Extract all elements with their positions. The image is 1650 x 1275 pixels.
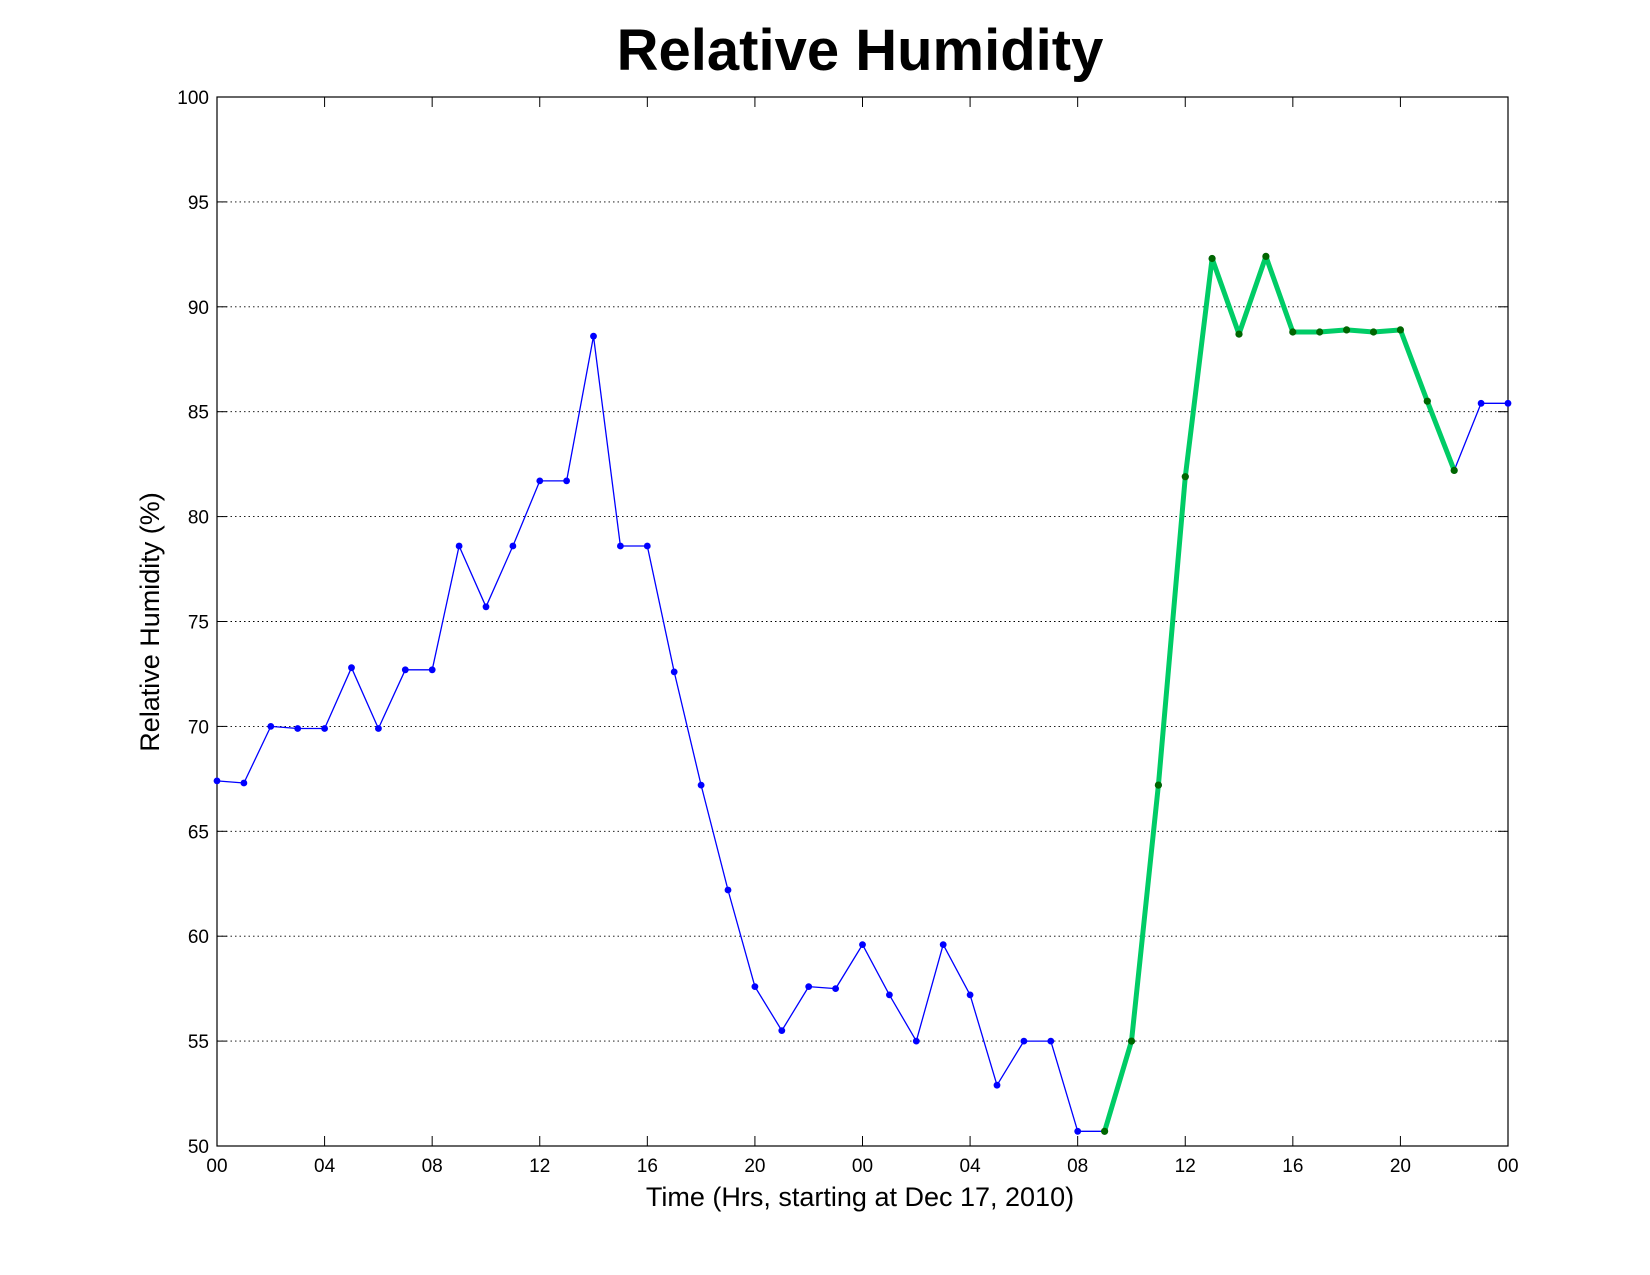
- gridlines: [217, 201, 1508, 1042]
- data-point: [993, 1081, 1001, 1089]
- series-line-1: [216, 255, 1509, 1132]
- data-point: [401, 666, 409, 674]
- data-point: [1235, 330, 1243, 338]
- data-point: [1047, 1037, 1055, 1045]
- data-point: [939, 941, 947, 948]
- data-point: [240, 779, 248, 787]
- data-point: [1477, 399, 1485, 407]
- data-point: [751, 983, 759, 990]
- data-point: [617, 542, 624, 550]
- data-point: [1450, 466, 1458, 474]
- data-point: [966, 991, 974, 999]
- y-axis-label: Relative Humidity (%): [135, 492, 165, 752]
- x-tick-label: 16: [637, 1156, 658, 1177]
- y-tick-label: 50: [188, 1137, 209, 1158]
- data-point: [886, 991, 893, 999]
- x-tick-label: 00: [852, 1156, 873, 1177]
- y-tick-label: 75: [188, 613, 209, 634]
- data-point: [563, 477, 570, 485]
- data-point: [348, 664, 355, 672]
- y-tick-label: 100: [177, 88, 209, 109]
- y-tick-label: 95: [188, 193, 209, 214]
- data-point: [482, 603, 490, 611]
- x-tick-label: 04: [314, 1156, 336, 1177]
- chart-title: Relative Humidity: [617, 18, 1104, 83]
- data-point: [428, 666, 436, 674]
- data-point: [509, 542, 517, 550]
- data-point: [1369, 328, 1378, 336]
- y-tick-label: 55: [188, 1032, 209, 1053]
- data-point: [375, 725, 382, 732]
- data-point: [859, 941, 866, 948]
- x-axis-label: Time (Hrs, starting at Dec 17, 2010): [646, 1182, 1074, 1212]
- data-point: [455, 542, 463, 550]
- x-tick-label: 00: [206, 1156, 227, 1177]
- data-point: [832, 985, 839, 992]
- data-point: [1181, 473, 1189, 481]
- data-point: [321, 725, 328, 732]
- x-tick-label: 20: [744, 1156, 765, 1177]
- data-point: [670, 668, 678, 676]
- data-point: [294, 725, 302, 732]
- data-point: [590, 332, 597, 340]
- data-point: [805, 983, 813, 990]
- data-point: [1423, 397, 1431, 405]
- data-point: [1343, 326, 1351, 334]
- x-tick-label: 00: [1497, 1156, 1518, 1177]
- x-tick-label: 08: [1067, 1156, 1088, 1177]
- data-point: [1074, 1127, 1082, 1135]
- series-line-2: [1102, 253, 1457, 1134]
- y-tick-label: 80: [188, 508, 209, 529]
- series-layer: [213, 252, 1512, 1135]
- x-tick-label: 08: [422, 1156, 443, 1177]
- data-point: [213, 777, 221, 785]
- y-tick-label: 65: [188, 822, 209, 843]
- data-point: [1504, 399, 1512, 407]
- data-point: [1316, 328, 1324, 336]
- x-tick-label: 04: [960, 1156, 982, 1177]
- axis-ticks: 50 55 60 65 70 75 80 85 90 95 100 00 04 08 12 16 20 00 04 0…: [177, 88, 1518, 1177]
- x-tick-label: 12: [1175, 1156, 1196, 1177]
- data-point: [1154, 781, 1162, 789]
- data-point: [1208, 254, 1216, 263]
- y-tick-label: 85: [188, 403, 209, 424]
- y-tick-label: 60: [188, 927, 209, 948]
- x-tick-label: 12: [529, 1156, 550, 1177]
- y-tick-label: 70: [188, 717, 209, 738]
- data-point: [912, 1037, 920, 1045]
- data-point: [1101, 1127, 1109, 1135]
- data-point: [643, 542, 651, 550]
- data-point: [536, 477, 544, 485]
- x-tick-label: 16: [1282, 1156, 1303, 1177]
- x-tick-label: 20: [1390, 1156, 1411, 1177]
- data-point: [724, 886, 732, 894]
- data-point: [267, 723, 275, 730]
- y-tick-label: 90: [188, 298, 209, 319]
- data-point: [1127, 1037, 1136, 1045]
- data-point: [1396, 326, 1404, 334]
- data-point: [1262, 252, 1270, 260]
- data-point: [1020, 1037, 1028, 1045]
- data-point: [1289, 328, 1297, 336]
- data-point: [697, 781, 705, 789]
- data-point: [778, 1027, 786, 1034]
